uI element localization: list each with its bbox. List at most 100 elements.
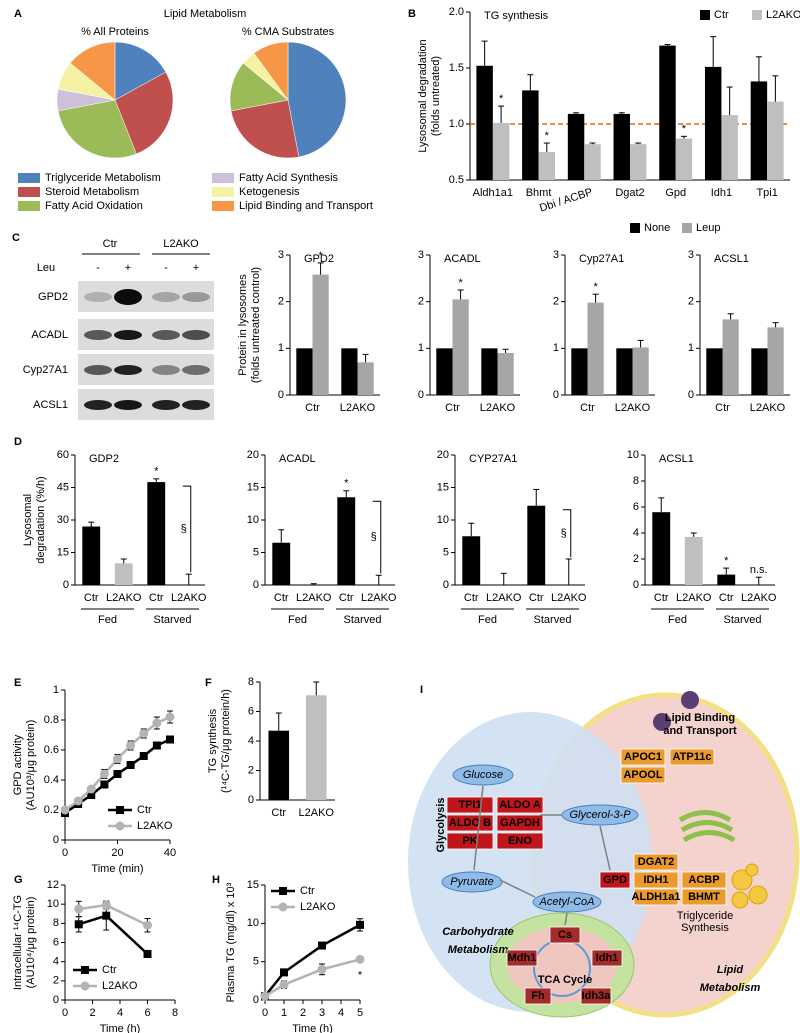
blot-row-label: Cyp27A1 xyxy=(23,364,68,376)
pie-slice xyxy=(287,41,347,158)
blot-band xyxy=(152,400,180,410)
bar xyxy=(527,505,546,585)
diagram-label: Fh xyxy=(531,990,545,1002)
blot-band xyxy=(152,292,180,302)
data-point xyxy=(280,968,288,977)
mitochondrion-inner xyxy=(507,927,617,1003)
y-tick-label: 30 xyxy=(57,514,69,526)
legend-label: Fatty Acid Oxidation xyxy=(45,200,143,212)
x-tick-label: 0 xyxy=(62,847,68,859)
legend-swatch xyxy=(18,187,40,197)
bar xyxy=(272,542,291,585)
x-tick-label: L2AKO xyxy=(480,402,516,414)
legend-label: Fatty Acid Synthesis xyxy=(239,172,339,184)
pathway-arrow xyxy=(564,912,568,926)
bar xyxy=(616,348,633,395)
data-point xyxy=(165,712,175,722)
y-axis-label: (folds untreated) xyxy=(430,56,442,136)
y-tick-label: 3 xyxy=(553,249,559,261)
y-tick-label: 2 xyxy=(553,296,559,308)
y-tick-label: 1 xyxy=(553,342,559,354)
x-tick-label: Bhmt xyxy=(526,187,552,199)
legend-label: None xyxy=(644,222,670,234)
lipoprotein xyxy=(681,691,699,709)
bar xyxy=(630,144,647,180)
blot-band xyxy=(114,400,142,410)
data-point xyxy=(166,735,174,744)
legend-marker xyxy=(80,981,90,991)
legend-swatch xyxy=(700,10,710,20)
blot-column: Ctr xyxy=(103,238,118,250)
x-tick-label: 2 xyxy=(300,1007,306,1019)
significance-label: * xyxy=(545,130,550,142)
y-tick-label: 2 xyxy=(53,975,59,987)
x-tick-label: 1 xyxy=(281,1007,287,1019)
y-tick-label: 6 xyxy=(633,501,639,513)
blot-row-label: GPD2 xyxy=(38,291,68,303)
x-tick-label: L2AKO xyxy=(106,592,142,604)
x-tick-label: L2AKO xyxy=(676,592,712,604)
diagram-label: Idh1 xyxy=(596,952,619,964)
bar xyxy=(721,115,738,180)
y-tick-label: 1.0 xyxy=(449,118,464,130)
pathway-arrow xyxy=(599,825,611,871)
lipoprotein xyxy=(653,713,671,731)
bar xyxy=(268,730,290,800)
x-tick-label: 20 xyxy=(111,847,123,859)
enzyme-box xyxy=(549,926,581,944)
bar xyxy=(82,526,101,585)
y-tick-label: 3 xyxy=(688,249,694,261)
legend-label: Ctr xyxy=(714,9,729,21)
legend-swatch xyxy=(212,187,234,197)
pie-title: % CMA Substrates xyxy=(242,26,335,38)
diagram-label: APOC1 xyxy=(624,751,662,763)
blot-band xyxy=(114,330,142,340)
data-point xyxy=(74,920,83,929)
chart-title: Cyp27A1 xyxy=(579,253,624,265)
diagram-label: ALDH1a1 xyxy=(632,891,681,903)
group-label: Fed xyxy=(478,614,497,626)
y-tick-label: 8 xyxy=(248,676,254,688)
y-tick-label: 15 xyxy=(57,546,69,558)
enzyme-box xyxy=(620,766,666,784)
bar xyxy=(751,348,768,395)
x-tick-label: Ctr xyxy=(715,402,730,414)
y-tick-label: 1 xyxy=(53,684,59,696)
y-tick-label: 5 xyxy=(443,546,449,558)
bar xyxy=(613,113,630,180)
data-point xyxy=(86,784,96,794)
panel-letter: I xyxy=(420,684,423,696)
bar xyxy=(492,122,510,180)
bar xyxy=(704,66,722,180)
y-tick-label: 15 xyxy=(437,481,449,493)
y-tick-label: 0 xyxy=(253,994,259,1006)
panel-letter: G xyxy=(14,874,23,886)
bar xyxy=(337,497,356,585)
legend-label: Ctr xyxy=(300,885,315,897)
pathway-arrow xyxy=(473,785,484,871)
pie-slice xyxy=(114,71,174,155)
metabolite xyxy=(441,871,503,893)
y-tick-label: 0 xyxy=(443,579,449,591)
diagram-label: Carbohydrate xyxy=(442,926,514,938)
bar xyxy=(675,138,693,180)
panel-letter: F xyxy=(205,677,212,689)
x-tick-label: Ctr xyxy=(274,592,289,604)
x-tick-label: Ctr xyxy=(529,592,544,604)
pie-slice xyxy=(253,41,289,101)
x-tick-label: Tpi1 xyxy=(756,187,777,199)
y-tick-label: 60 xyxy=(57,449,69,461)
diagram-label: Idh3a xyxy=(582,990,612,1002)
legend-label: L2AKO xyxy=(102,980,138,992)
x-tick-label: Gpd xyxy=(665,187,686,199)
bar xyxy=(632,347,649,395)
diagram-label: ALDO B xyxy=(449,817,491,829)
legend-swatch xyxy=(212,201,234,211)
y-tick-label: 20 xyxy=(437,449,449,461)
significance-label: * xyxy=(318,250,323,262)
y-tick-label: 2 xyxy=(248,764,254,776)
x-tick-label: 0 xyxy=(262,1007,268,1019)
panel-letter: C xyxy=(12,232,20,244)
